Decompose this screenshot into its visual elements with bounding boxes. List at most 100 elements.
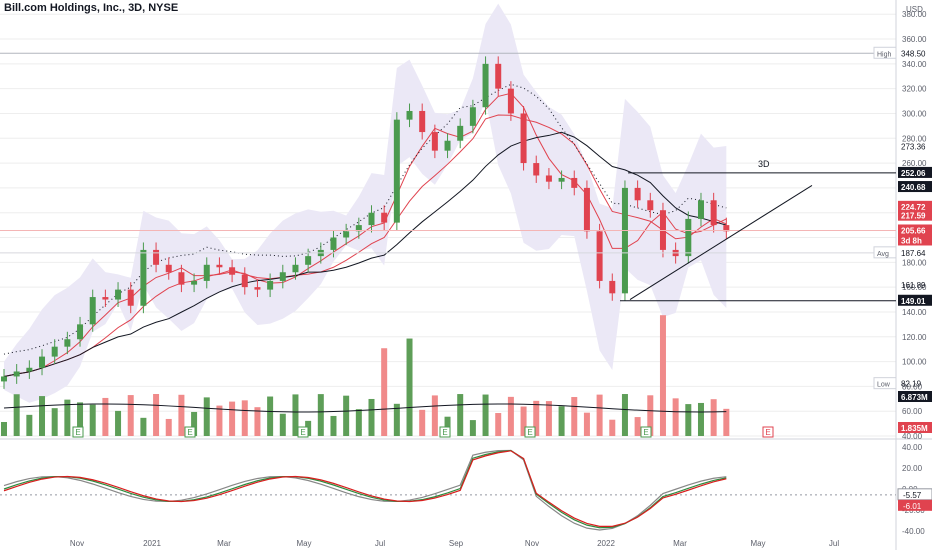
candle-body: [229, 267, 236, 275]
candle-body: [621, 187, 628, 294]
volume-bar: [165, 418, 172, 436]
candle-body: [254, 287, 261, 290]
candle-body: [406, 110, 413, 120]
ma-medium-line: [3, 114, 727, 377]
volume-bar: [545, 401, 552, 436]
volume-bar: [1, 422, 7, 436]
candle-body: [723, 225, 730, 232]
price-tick-label: 180.00: [902, 258, 927, 267]
volume-bar: [634, 417, 641, 436]
candle-body: [482, 63, 489, 108]
candle-body: [51, 346, 58, 357]
candle-body: [520, 113, 527, 164]
price-tick-label: 360.00: [902, 35, 927, 44]
x-tick-label: May: [750, 539, 765, 548]
price-label-box: [898, 234, 932, 246]
volume-bar: [267, 396, 274, 436]
candle-body: [1, 376, 7, 382]
earnings-marker: [524, 426, 536, 438]
candle-body: [393, 119, 400, 223]
candle-body: [330, 237, 337, 250]
candle-body: [305, 256, 312, 265]
volume-bar: [279, 413, 286, 436]
x-tick-label: Nov: [70, 539, 84, 548]
price-label-box: [898, 224, 932, 236]
candle-body: [469, 107, 476, 126]
candle-body: [685, 218, 692, 257]
earnings-marker-label: E: [765, 428, 770, 437]
price-label: 82.19: [901, 380, 922, 389]
earnings-marker-label: E: [527, 428, 532, 437]
osc-tick-label: -40.00: [902, 527, 925, 536]
price-label-tag-box: [873, 46, 897, 59]
candle-body: [495, 63, 502, 89]
volume-bar: [507, 396, 514, 436]
price-tick-label: 260.00: [902, 159, 927, 168]
price-tick-label: 300.00: [902, 109, 927, 118]
candle-body: [102, 297, 109, 300]
earnings-marker-label: E: [300, 428, 305, 437]
price-label: 187.64: [901, 249, 926, 258]
price-tick-label: 60.00: [902, 407, 923, 416]
price-tick-label: 160.00: [902, 283, 927, 292]
price-tick-label: 80.00: [902, 382, 923, 391]
earnings-marker: [439, 426, 451, 438]
volume-bar: [203, 397, 210, 436]
volume-bar: [343, 395, 350, 436]
candle-body: [558, 177, 565, 182]
candle-body: [368, 212, 375, 226]
macd-red-line: [3, 450, 727, 527]
price-label: 224.72: [901, 203, 926, 212]
annotation-3d: 3D: [758, 159, 770, 169]
candle-body: [153, 249, 160, 265]
earnings-marker-label: E: [442, 428, 447, 437]
earnings-marker-label: E: [75, 428, 80, 437]
candle-body: [571, 177, 578, 188]
candle-body: [710, 200, 717, 226]
osc-value-box: [898, 499, 932, 511]
x-tick-label: Nov: [525, 539, 539, 548]
candle-body: [457, 125, 464, 141]
candle-body: [343, 231, 350, 238]
volume-bar: [583, 412, 590, 436]
volume-bar: [229, 401, 236, 436]
candle-body: [165, 264, 172, 273]
price-label: 273.36: [901, 142, 926, 151]
volume-bar: [482, 394, 489, 436]
volume-bar: [457, 394, 464, 436]
candle-body: [647, 200, 654, 211]
price-label-box: [898, 422, 932, 433]
candle-body: [13, 371, 20, 377]
volume-bar: [431, 395, 438, 436]
price-label: 161.89: [901, 281, 926, 290]
volume-bar: [77, 402, 84, 436]
volume-bar: [330, 415, 337, 436]
price-label: 1.835M: [901, 424, 928, 433]
price-tick-label: 100.00: [902, 358, 927, 367]
price-label-tag: Avg: [877, 251, 889, 258]
candle-body: [241, 274, 248, 288]
volume-bar: [406, 338, 413, 436]
volume-bar: [672, 398, 679, 436]
volume-bar: [317, 394, 324, 436]
volume-bar: [533, 400, 540, 436]
volume-bar: [647, 395, 654, 436]
price-label-box: [898, 294, 932, 306]
price-label-tag: Low: [877, 382, 891, 389]
candle-body: [583, 187, 590, 232]
volume-bar: [153, 394, 160, 436]
volume-bar: [191, 411, 198, 436]
price-tick-label: 120.00: [902, 333, 927, 342]
earnings-marker: [72, 426, 84, 438]
volume-bar: [241, 400, 248, 436]
osc-tick-label: 20.00: [902, 464, 923, 473]
candle-body: [77, 324, 84, 340]
candle-body: [381, 212, 388, 223]
candle-body: [127, 289, 134, 306]
candle-body: [203, 264, 210, 281]
price-tick-label: 380.00: [902, 10, 927, 19]
osc-value-label: -5.57: [903, 491, 922, 500]
price-label-box: [898, 181, 932, 193]
